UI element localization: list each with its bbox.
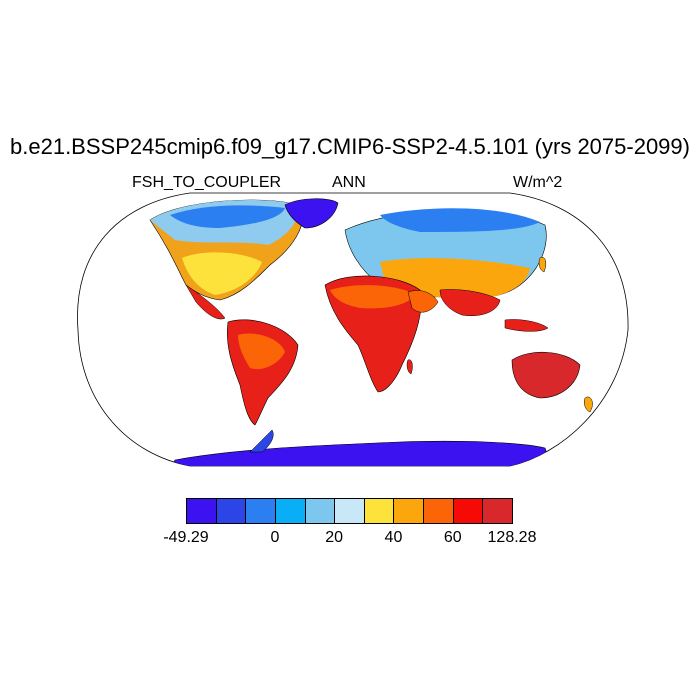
antarctica [173, 440, 547, 466]
colorbar-swatch [304, 498, 336, 524]
japan [538, 257, 547, 273]
map-title: b.e21.BSSP245cmip6.f09_g17.CMIP6-SSP2-4.… [10, 134, 690, 159]
australia [511, 351, 581, 399]
madagascar [406, 359, 413, 375]
colorbar-swatch [215, 498, 247, 524]
colorbar-label: 60 [443, 529, 462, 546]
colorbar-label: 0 [270, 529, 280, 546]
sahara [330, 285, 415, 309]
variable-name: FSH_TO_COUPLER [132, 174, 282, 191]
mexico-central [185, 284, 226, 320]
siberia [380, 208, 540, 232]
colorbar-swatch [334, 498, 365, 524]
colorbar-swatch [363, 498, 395, 524]
colorbar-swatch [393, 498, 425, 524]
south-america-interior [238, 333, 285, 370]
season-label: ANN [332, 174, 366, 191]
colorbar-label: 40 [384, 529, 403, 546]
antarctic-peninsula [249, 429, 274, 453]
indonesia [504, 319, 549, 332]
arabia [407, 290, 439, 313]
colorbar-swatch [452, 498, 484, 524]
usa [182, 252, 262, 295]
colorbar-label: 128.28 [487, 529, 537, 546]
greenland [284, 198, 339, 229]
new-zealand [583, 396, 593, 413]
colorbar-swatch [423, 498, 454, 524]
colorbar-label: 20 [325, 529, 344, 546]
colorbar-swatch [274, 498, 306, 524]
colorbar-label: -49.29 [163, 529, 209, 546]
units-label: W/m^2 [513, 174, 563, 191]
asia-tropics [439, 289, 501, 316]
canada-arctic [170, 205, 285, 228]
colorbar-swatch [482, 498, 513, 524]
colorbar-swatch [245, 498, 276, 524]
colorbar-swatch [186, 498, 217, 524]
